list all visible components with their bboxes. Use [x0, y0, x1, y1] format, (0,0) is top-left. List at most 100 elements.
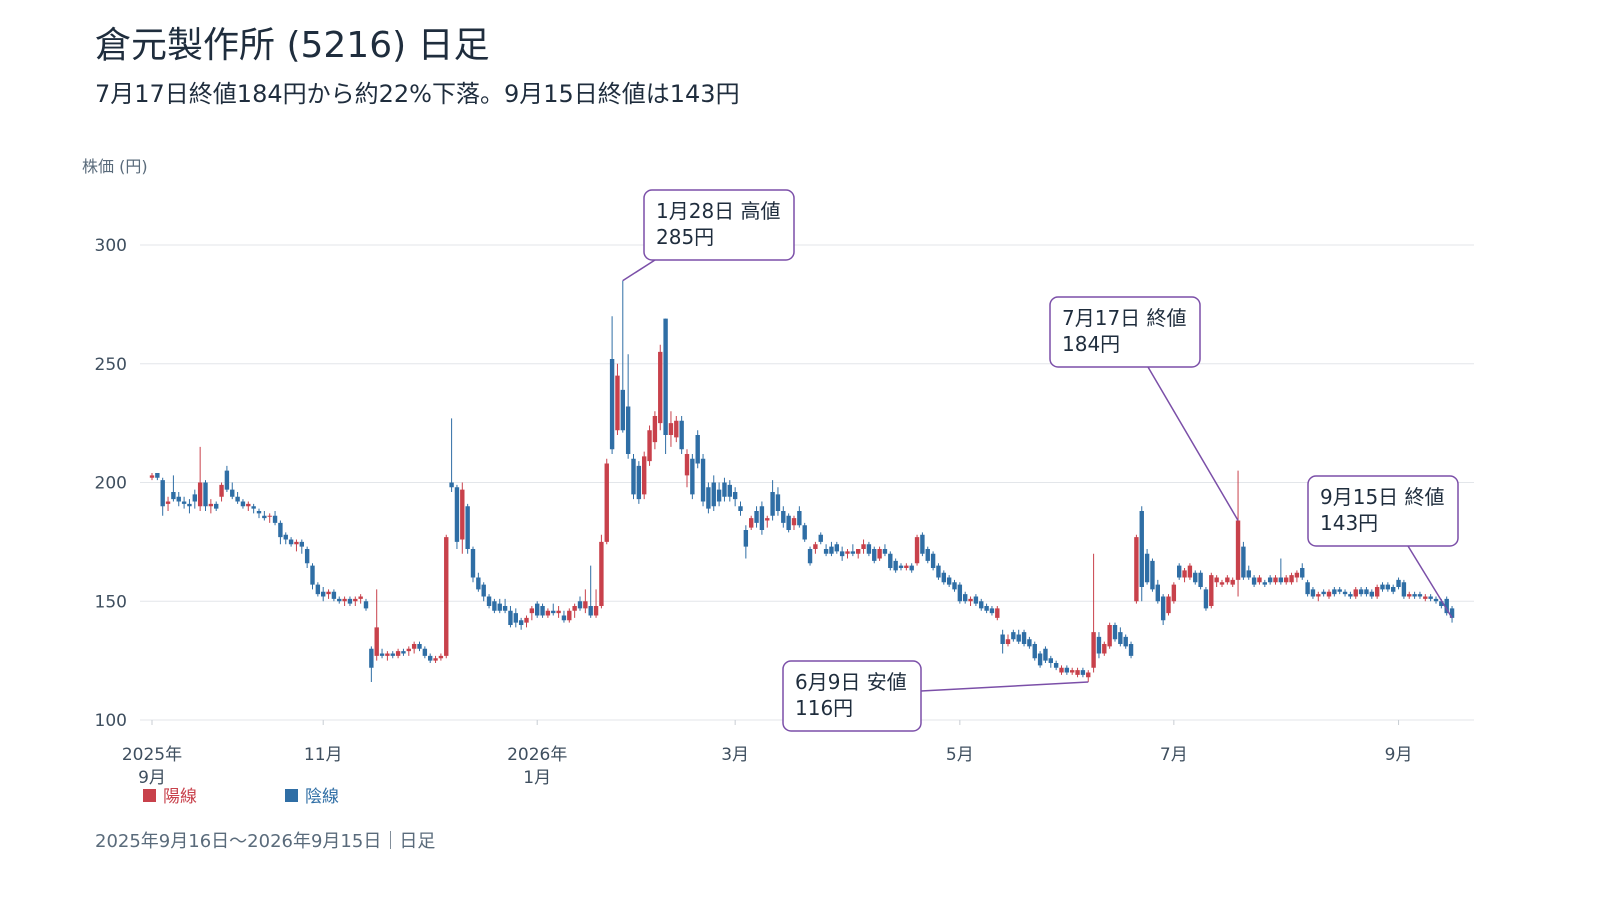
x-tick-label: 2026年 1月	[507, 745, 567, 788]
candle-body	[647, 430, 652, 462]
candle-body	[1043, 648, 1048, 661]
candle-body	[1257, 577, 1262, 583]
candle-body	[267, 515, 272, 517]
candle-body	[1353, 589, 1358, 597]
annotation-text: 116円	[795, 696, 853, 720]
candle-body	[968, 598, 973, 602]
candle-body	[749, 518, 754, 528]
candle-body	[609, 359, 615, 450]
candle-body	[716, 489, 722, 502]
candle-body	[1321, 591, 1326, 595]
candle-body	[679, 420, 684, 450]
candle-body	[1342, 591, 1348, 595]
candle-body	[401, 651, 406, 654]
candle-body	[502, 606, 508, 611]
candle-body	[1171, 584, 1177, 602]
candle-body	[395, 651, 401, 656]
candle-body	[909, 565, 914, 571]
candle-body	[438, 655, 444, 659]
candle-body	[294, 541, 299, 545]
candle-body	[1064, 667, 1070, 673]
candle-body	[165, 501, 171, 504]
candle-body	[342, 598, 347, 602]
candle-body	[668, 423, 674, 435]
candle-body	[946, 577, 952, 585]
candle-body	[1214, 577, 1219, 583]
candle-body	[187, 503, 192, 507]
candle-body	[406, 648, 411, 652]
candle-body	[246, 503, 251, 507]
candle-body	[347, 598, 353, 604]
x-tick-label: 3月	[721, 745, 749, 765]
x-tick-label: 11月	[304, 745, 343, 765]
candle-body	[1380, 584, 1385, 590]
candle-body	[925, 549, 930, 561]
annotation-box	[643, 189, 795, 261]
candle-body	[155, 473, 160, 478]
annotation-box	[1307, 475, 1459, 547]
candle-body	[984, 606, 989, 611]
candle-body	[1385, 584, 1391, 590]
candle-body	[1369, 591, 1374, 597]
chart-subtitle: 7月17日終値184円から約22%下落。9月15日終値は143円	[95, 80, 740, 108]
candle-body	[818, 534, 823, 542]
candle-body	[727, 484, 732, 497]
candle-body	[995, 608, 1000, 618]
candle-body	[1439, 601, 1444, 606]
candle-body	[1037, 653, 1043, 666]
candle-body	[1401, 582, 1407, 597]
candle-body	[411, 644, 417, 649]
candle-body	[486, 596, 492, 606]
candle-body	[711, 482, 716, 507]
candle-body	[604, 463, 609, 542]
candle-body	[775, 494, 781, 511]
candle-body	[979, 601, 984, 609]
candle-body	[1364, 589, 1369, 595]
candle-body	[652, 416, 658, 443]
candle-body	[192, 494, 197, 502]
annotation-connector	[1407, 545, 1453, 619]
candle-body	[861, 544, 866, 549]
candle-body	[1230, 579, 1235, 585]
candle-body	[765, 518, 770, 521]
candle-body	[460, 489, 465, 540]
candle-body	[262, 515, 267, 519]
x-tick-label: 9月	[1385, 745, 1413, 765]
candle-body	[331, 591, 337, 599]
candle-body	[374, 627, 379, 656]
candle-body	[930, 553, 936, 568]
candle-body	[1310, 589, 1316, 597]
annotation-text: 6月9日 安値	[795, 670, 907, 694]
chart-title: 倉元製作所 (5216) 日足	[95, 25, 490, 66]
candle-body	[197, 482, 203, 507]
candle-body	[171, 492, 176, 500]
candle-body	[358, 596, 363, 599]
candle-body	[385, 653, 390, 656]
candle-body	[1193, 572, 1198, 583]
candle-body	[561, 615, 567, 621]
candle-body	[963, 594, 968, 602]
candle-body	[658, 351, 663, 424]
candle-body	[1128, 644, 1134, 656]
candle-body	[1294, 572, 1300, 578]
candle-body	[914, 537, 920, 564]
candle-body	[299, 541, 304, 547]
candle-body	[497, 603, 502, 611]
candle-body	[492, 601, 497, 611]
candle-body	[1209, 575, 1214, 606]
candle-body	[1225, 577, 1230, 583]
candle-body	[791, 518, 797, 526]
candle-body	[288, 539, 294, 545]
candle-body	[1300, 568, 1305, 578]
annotation-text: 9月15日 終値	[1320, 485, 1445, 509]
candle-body	[433, 658, 438, 661]
candle-body	[551, 610, 556, 614]
candle-body	[797, 511, 802, 526]
x-tick-label: 5月	[946, 745, 974, 765]
candle-body	[149, 475, 155, 478]
candle-body	[1134, 537, 1139, 602]
candle-body	[615, 375, 620, 431]
candle-body	[690, 458, 695, 495]
candle-body	[240, 501, 246, 507]
candle-body	[556, 610, 561, 614]
